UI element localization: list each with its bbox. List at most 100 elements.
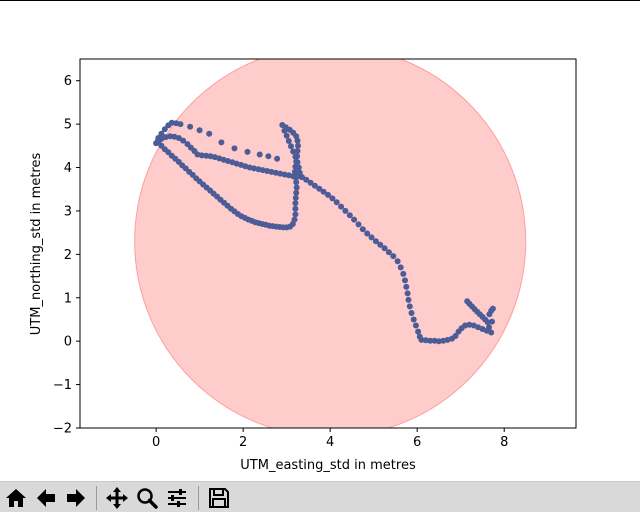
data-point (325, 191, 331, 198)
data-point (218, 139, 225, 146)
data-point (158, 130, 165, 137)
axes-background (80, 59, 576, 428)
y-tick-label: −1 (53, 378, 72, 393)
data-point (295, 142, 301, 149)
data-point (180, 137, 187, 144)
magnifier-icon (137, 488, 158, 509)
arrow-left-icon (37, 489, 55, 507)
data-point (435, 338, 442, 345)
data-point (294, 159, 301, 166)
data-point (329, 195, 336, 202)
scatter-plot[interactable]: 0 2 4 6 8 −2 −1 0 1 2 3 4 5 6 UTM_easting_std in met… (0, 1, 640, 481)
data-point (372, 238, 379, 245)
data-point (351, 216, 358, 223)
data-point (342, 207, 349, 214)
data-point (196, 127, 203, 134)
y-axis-ticks: −2 −1 0 1 2 3 4 5 6 (53, 74, 80, 437)
data-point (155, 135, 162, 141)
data-point (427, 337, 434, 344)
data-point (338, 203, 345, 210)
data-point (307, 179, 314, 186)
data-point (161, 126, 168, 133)
y-tick-label: 5 (64, 118, 72, 133)
data-point (292, 153, 299, 160)
data-point (394, 258, 401, 265)
toolbar-separator (198, 486, 199, 510)
arrow-right-icon (67, 489, 85, 507)
zoom-button[interactable] (134, 485, 160, 511)
data-point (293, 189, 300, 196)
data-point (489, 305, 496, 312)
data-point (265, 153, 272, 160)
data-point (295, 164, 302, 171)
x-tick-label: 6 (413, 435, 421, 450)
data-point (184, 141, 191, 148)
navigation-toolbar (0, 481, 640, 512)
back-button[interactable] (33, 485, 59, 511)
data-point (381, 245, 388, 252)
x-tick-label: 4 (326, 435, 334, 450)
y-tick-label: 0 (64, 335, 72, 350)
configure-subplots-button[interactable] (164, 485, 190, 511)
data-point (405, 296, 412, 303)
range-circle (134, 59, 527, 428)
data-point (418, 336, 425, 343)
data-point (244, 148, 251, 155)
data-point (298, 174, 305, 181)
data-point (153, 140, 160, 147)
data-point (311, 182, 318, 189)
save-button[interactable] (206, 485, 232, 511)
data-point (171, 133, 178, 140)
data-point (408, 310, 415, 316)
data-point (333, 199, 340, 206)
data-point (400, 270, 407, 277)
data-point (316, 185, 323, 192)
x-tick-label: 8 (500, 435, 508, 450)
data-point (274, 155, 281, 162)
data-point (364, 230, 371, 237)
data-point (292, 205, 299, 212)
data-point (410, 316, 417, 323)
data-point (489, 318, 495, 325)
data-point (385, 249, 392, 256)
data-point (291, 216, 298, 223)
data-point (320, 188, 327, 195)
data-point (390, 253, 397, 260)
x-tick-label: 0 (152, 435, 160, 450)
data-point (406, 303, 413, 310)
axes-frame (79, 58, 577, 429)
data-point (292, 211, 299, 218)
figure-canvas[interactable]: 0 2 4 6 8 −2 −1 0 1 2 3 4 5 6 UTM_easting_std in met… (0, 1, 640, 481)
data-point (293, 179, 300, 186)
data-point (359, 226, 366, 233)
data-point (168, 119, 175, 126)
y-tick-label: −2 (53, 422, 72, 437)
data-point (368, 234, 375, 241)
data-point (403, 283, 410, 290)
data-point (377, 241, 384, 248)
data-point (397, 264, 404, 271)
y-tick-label: 2 (64, 248, 72, 263)
data-point (346, 212, 353, 219)
track-points (153, 119, 496, 345)
data-point (207, 153, 214, 160)
window-top-border (0, 0, 640, 1)
data-point (187, 123, 194, 130)
data-point (281, 127, 288, 134)
floppy-disk-icon (209, 488, 229, 508)
forward-button[interactable] (63, 485, 89, 511)
data-point (177, 121, 184, 128)
x-axis-label: UTM_easting_std in metres (240, 458, 416, 473)
y-tick-label: 4 (64, 161, 72, 176)
pan-button[interactable] (104, 485, 130, 511)
toolbar-separator (96, 486, 97, 510)
data-point (452, 333, 459, 339)
data-point (256, 151, 263, 158)
data-point (488, 329, 495, 336)
home-button[interactable] (3, 485, 29, 511)
data-point (203, 152, 210, 159)
move-icon (106, 487, 128, 509)
x-axis-ticks: 0 2 4 6 8 (152, 428, 508, 450)
y-axis-label: UTM_northing_std in metres (29, 153, 44, 336)
y-tick-label: 3 (64, 204, 72, 219)
